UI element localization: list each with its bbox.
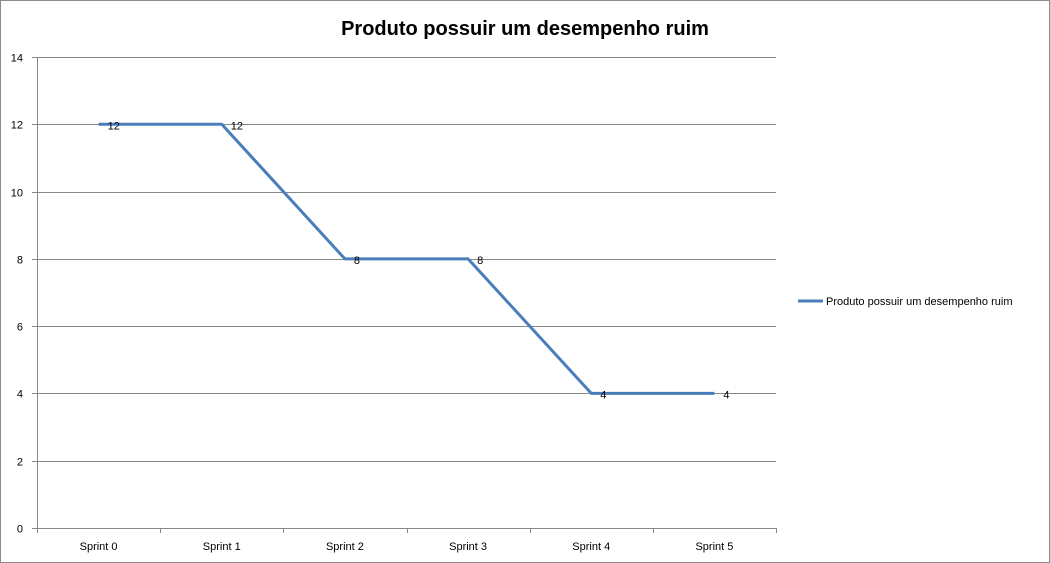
data-label: 4 bbox=[600, 389, 606, 401]
y-tick-label: 14 bbox=[11, 53, 23, 65]
x-tick-label: Sprint 1 bbox=[203, 541, 241, 553]
data-label: 4 bbox=[723, 389, 729, 401]
series-line bbox=[98, 122, 715, 395]
y-tick-label: 2 bbox=[17, 457, 23, 469]
x-axis-tick-labels: Sprint 0 Sprint 1 Sprint 2 Sprint 3 Sprint 4… bbox=[80, 541, 734, 553]
chart-title: Produto possuir um desempenho ruim bbox=[341, 18, 709, 40]
legend: Produto possuir um desempenho ruim bbox=[798, 296, 1012, 308]
data-label: 8 bbox=[477, 255, 483, 267]
y-axis-tick-labels: 0 2 4 6 8 10 12 14 bbox=[11, 53, 23, 536]
axes bbox=[32, 57, 777, 533]
y-tick-label: 6 bbox=[17, 322, 23, 334]
series-layer bbox=[98, 122, 715, 395]
y-tick-label: 8 bbox=[17, 255, 23, 267]
y-tick-label: 0 bbox=[17, 524, 23, 536]
data-labels: 12 12 8 8 4 4 bbox=[108, 120, 730, 401]
data-label: 12 bbox=[108, 120, 120, 132]
data-label: 12 bbox=[231, 120, 243, 132]
data-label: 8 bbox=[354, 255, 360, 267]
legend-label: Produto possuir um desempenho ruim bbox=[826, 296, 1012, 308]
x-tick-label: Sprint 5 bbox=[695, 541, 733, 553]
x-tick-label: Sprint 3 bbox=[449, 541, 487, 553]
y-tick-label: 12 bbox=[11, 120, 23, 132]
x-tick-label: Sprint 0 bbox=[80, 541, 118, 553]
x-tick-label: Sprint 2 bbox=[326, 541, 364, 553]
y-tick-label: 10 bbox=[11, 188, 23, 200]
y-tick-label: 4 bbox=[17, 389, 23, 401]
x-tick-label: Sprint 4 bbox=[572, 541, 610, 553]
